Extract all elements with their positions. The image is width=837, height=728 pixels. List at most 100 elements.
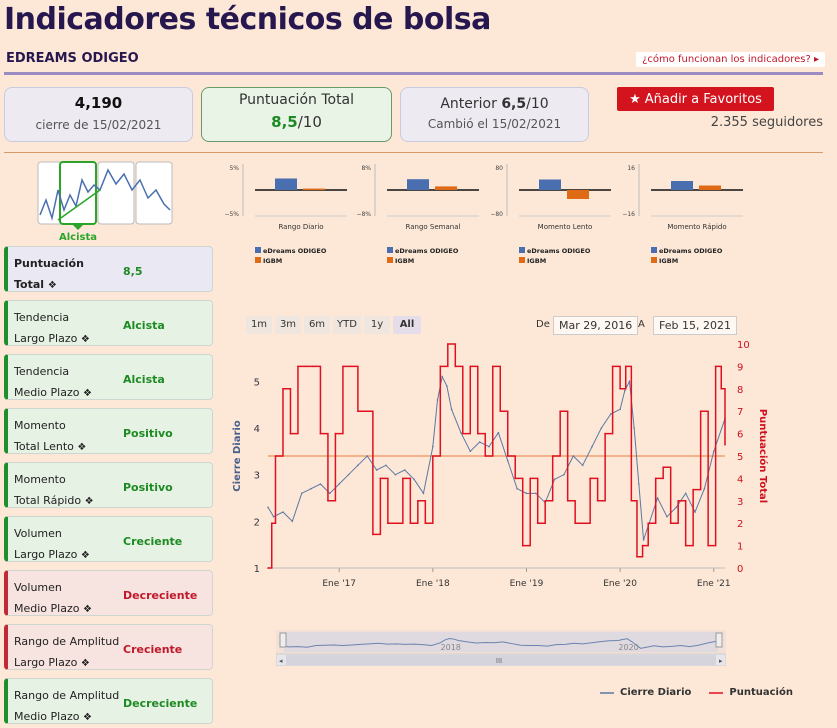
score-point — [319, 432, 322, 435]
mini-chart: 80 −80 Momento Lento eDreams ODIGEO IGBM — [490, 164, 611, 265]
info-icon[interactable]: ❖ — [80, 658, 90, 669]
igbm-bar — [435, 186, 457, 190]
igbm-bar — [699, 185, 721, 190]
indicator-name: Momento Total Rápido ❖ — [14, 469, 94, 512]
previous-score: Anterior 6,5/10 — [401, 96, 588, 112]
price-point — [450, 408, 453, 411]
legend-swatch-igbm — [387, 257, 393, 263]
score-point — [469, 365, 472, 368]
score-point — [439, 365, 442, 368]
y2-axis-title: Puntuación Total — [757, 409, 769, 503]
score-point — [461, 432, 464, 435]
indicator-row[interactable]: Tendencia Largo Plazo ❖ Alcista — [4, 300, 213, 346]
indicator-row[interactable]: Tendencia Medio Plazo ❖ Alcista — [4, 354, 213, 400]
info-icon[interactable]: ❖ — [82, 388, 92, 399]
info-icon[interactable]: ❖ — [82, 712, 92, 723]
score-point — [669, 522, 672, 524]
legend-label-edreams: eDreams ODIGEO — [659, 247, 723, 255]
indicator-row[interactable]: Volumen Largo Plazo ❖ Creciente — [4, 516, 213, 562]
range-button[interactable]: All — [393, 316, 421, 334]
price-point — [666, 515, 668, 518]
info-icon[interactable]: ❖ — [47, 280, 57, 291]
legend-label-igbm: IGBM — [263, 257, 282, 265]
indicator-line1: Momento — [14, 473, 66, 486]
info-icon[interactable]: ❖ — [84, 496, 94, 507]
indicator-row[interactable]: Rango de Amplitud Medio Plazo ❖ Decrecient… — [4, 678, 213, 724]
indicator-name: Momento Total Lento ❖ — [14, 415, 86, 458]
mini-chart: 16 −16 Momento Rápido eDreams ODIGEO IGBM — [622, 164, 743, 265]
price-point — [432, 445, 434, 448]
score-point — [707, 544, 709, 547]
section-divider — [4, 152, 823, 153]
range-button[interactable]: YTD — [333, 316, 361, 334]
indicator-row[interactable]: Momento Total Rápido ❖ Positivo — [4, 462, 213, 508]
score-point — [536, 522, 539, 524]
price-point — [572, 455, 575, 457]
total-score-value: 8,5 — [271, 113, 298, 131]
previous-score-card: Anterior 6,5/10 Cambió el 15/02/2021 — [400, 87, 589, 142]
price-point — [628, 380, 631, 383]
main-chart: 1 2 3 4 5 0 1 2 3 4 5 6 7 8 9 10 Ene '17 Ene '18 Ene '19 En… — [232, 340, 769, 589]
chart-legend[interactable]: Cierre Diario Puntuación — [600, 687, 793, 698]
to-label: A — [638, 319, 645, 330]
score-point — [499, 410, 502, 412]
mini-chart-title: Rango Semanal — [406, 223, 461, 231]
score-point — [506, 455, 509, 457]
previous-label: Anterior — [440, 96, 497, 112]
info-icon[interactable]: ❖ — [82, 604, 92, 615]
indicator-line1: Momento — [14, 419, 66, 432]
info-icon[interactable]: ❖ — [80, 550, 90, 561]
previous-max: /10 — [526, 96, 549, 112]
price-point — [267, 506, 269, 509]
y2-tick-label: 5 — [737, 452, 743, 463]
score-point — [267, 567, 269, 569]
indicator-row[interactable]: Rango de Amplitud Largo Plazo ❖ Creciente — [4, 624, 213, 670]
range-button[interactable]: 1y — [364, 316, 390, 334]
price-point — [553, 478, 556, 481]
score-point — [596, 500, 599, 502]
price-point — [366, 455, 369, 457]
indicator-name: Volumen Medio Plazo ❖ — [14, 577, 92, 620]
from-date-input[interactable]: Mar 29, 2016 — [553, 316, 639, 335]
thumb-trend-line — [57, 189, 101, 221]
range-button[interactable]: 1m — [246, 316, 272, 334]
legend-swatch-edreams — [519, 247, 525, 253]
previous-changed: Cambió el 15/02/2021 — [427, 117, 562, 131]
indicator-value: Alcista — [123, 373, 165, 386]
price-point — [684, 492, 687, 495]
score-point — [677, 500, 679, 502]
price-point — [338, 483, 340, 485]
indicator-line1: Tendencia — [14, 311, 70, 324]
score-point — [454, 365, 457, 368]
indicator-row[interactable]: Volumen Medio Plazo ❖ Decreciente — [4, 570, 213, 616]
score-point — [394, 522, 397, 524]
total-score-max: /10 — [297, 113, 322, 131]
range-navigator[interactable]: 2018 2020 ◂ ▸ III — [276, 630, 726, 666]
add-favorites-button[interactable]: ★ Añadir a Favoritos — [617, 87, 774, 111]
indicator-row[interactable]: Puntuación Total ❖ 8,5 — [4, 246, 213, 292]
y-tick-label: 3 — [254, 471, 260, 482]
range-button[interactable]: 6m — [304, 316, 330, 334]
igbm-bar — [567, 190, 589, 199]
indicator-line1: Tendencia — [14, 365, 70, 378]
navigator-tick-label: 2020 — [618, 643, 638, 652]
price-point — [642, 539, 645, 541]
score-point — [364, 410, 367, 412]
info-icon[interactable]: ❖ — [77, 442, 87, 453]
indicator-line1: Puntuación — [14, 257, 84, 270]
how-indicators-link[interactable]: ¿cómo funcionan los indicadores? ▸ — [636, 52, 825, 67]
price-point — [535, 492, 537, 495]
score-point — [654, 477, 657, 480]
score-point — [692, 488, 694, 491]
page-title: Indicadores técnicos de bolsa — [4, 2, 491, 37]
legend-swatch-edreams — [387, 247, 393, 253]
to-date-input[interactable]: Feb 15, 2021 — [653, 316, 737, 335]
legend-swatch-igbm — [651, 257, 657, 263]
price-point — [446, 385, 448, 387]
price-point — [469, 450, 472, 453]
info-icon[interactable]: ❖ — [80, 334, 90, 345]
range-button[interactable]: 3m — [275, 316, 301, 334]
indicator-name: Rango de Amplitud Medio Plazo ❖ — [14, 685, 119, 728]
price-point — [506, 459, 509, 462]
indicator-row[interactable]: Momento Total Lento ❖ Positivo — [4, 408, 213, 454]
